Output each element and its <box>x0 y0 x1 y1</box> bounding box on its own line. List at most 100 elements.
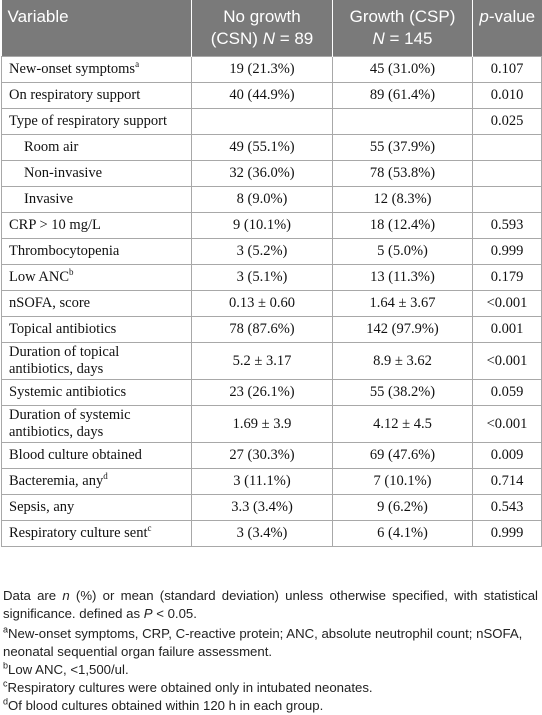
cell-variable: Bacteremia, anyd <box>1 468 192 495</box>
cell-growth: 55 (38.2%) <box>332 379 473 406</box>
header-p-value: p-value <box>472 0 542 57</box>
cell-p-value: 0.999 <box>472 238 542 265</box>
cell-variable: Type of respiratory support <box>1 108 192 135</box>
footnote-a: aNew-onset symptoms, CRP, C-reactive pro… <box>3 624 523 659</box>
table-row: Non-invasive 32 (36.0%) 78 (53.8%) <box>1 160 542 187</box>
cell-growth: 89 (61.4%) <box>332 82 473 109</box>
cell-no-growth: 23 (26.1%) <box>191 379 333 406</box>
cell-no-growth: 8 (9.0%) <box>191 186 333 213</box>
cell-no-growth: 40 (44.9%) <box>191 82 333 109</box>
cell-variable: Topical antibiotics <box>1 316 192 343</box>
cell-p-value <box>472 134 542 161</box>
cell-no-growth: 3 (3.4%) <box>191 520 333 547</box>
table-row: Low ANCb 3 (5.1%) 13 (11.3%) 0.179 <box>1 264 542 291</box>
cell-no-growth: 32 (36.0%) <box>191 160 333 187</box>
cell-growth: 13 (11.3%) <box>332 264 473 291</box>
cell-p-value <box>472 160 542 187</box>
cell-p-value: 0.107 <box>472 56 542 83</box>
table-row: nSOFA, score 0.13 ± 0.60 1.64 ± 3.67 <0.… <box>1 290 542 317</box>
cell-variable: Duration of topical antibiotics, days <box>1 342 192 380</box>
table-row: Room air 49 (55.1%) 55 (37.9%) <box>1 134 542 161</box>
table-row: Thrombocytopenia 3 (5.2%) 5 (5.0%) 0.999 <box>1 238 542 265</box>
cell-variable: Room air <box>1 134 192 161</box>
cell-no-growth: 9 (10.1%) <box>191 212 333 239</box>
cell-growth: 9 (6.2%) <box>332 494 473 521</box>
cell-growth: 5 (5.0%) <box>332 238 473 265</box>
cell-variable: Invasive <box>1 186 192 213</box>
results-table: Variable No growth (CSN) N = 89 Growth (… <box>1 0 542 547</box>
cell-no-growth: 3.3 (3.4%) <box>191 494 333 521</box>
cell-variable: CRP > 10 mg/L <box>1 212 192 239</box>
header-no-growth: No growth (CSN) N = 89 <box>191 0 333 57</box>
cell-growth: 45 (31.0%) <box>332 56 473 83</box>
cell-variable: Respiratory culture sentc <box>1 520 192 547</box>
cell-growth: 7 (10.1%) <box>332 468 473 495</box>
header-variable: Variable <box>1 0 192 57</box>
cell-p-value <box>472 186 542 213</box>
header-growth: Growth (CSP) N = 145 <box>332 0 473 57</box>
cell-p-value: 0.010 <box>472 82 542 109</box>
cell-growth: 55 (37.9%) <box>332 134 473 161</box>
cell-growth <box>332 108 473 135</box>
cell-variable: Blood culture obtained <box>1 442 192 469</box>
cell-p-value: 0.593 <box>472 212 542 239</box>
table-row: Systemic antibiotics 23 (26.1%) 55 (38.2… <box>1 379 542 406</box>
table-header-row: Variable No growth (CSN) N = 89 Growth (… <box>1 0 542 57</box>
cell-p-value: 0.009 <box>472 442 542 469</box>
cell-p-value: 0.001 <box>472 316 542 343</box>
cell-variable: Systemic antibiotics <box>1 379 192 406</box>
cell-no-growth: 49 (55.1%) <box>191 134 333 161</box>
cell-variable: Non-invasive <box>1 160 192 187</box>
cell-variable: Thrombocytopenia <box>1 238 192 265</box>
table-row: Bacteremia, anyd 3 (11.1%) 7 (10.1%) 0.7… <box>1 468 542 495</box>
table-row: Respiratory culture sentc 3 (3.4%) 6 (4.… <box>1 520 542 547</box>
table-row: Sepsis, any 3.3 (3.4%) 9 (6.2%) 0.543 <box>1 494 542 521</box>
cell-growth: 18 (12.4%) <box>332 212 473 239</box>
cell-p-value: 0.999 <box>472 520 542 547</box>
table-row: Duration of topical antibiotics, days 5.… <box>1 342 542 380</box>
cell-p-value: <0.001 <box>472 405 542 443</box>
table-row: On respiratory support 40 (44.9%) 89 (61… <box>1 82 542 109</box>
cell-growth: 142 (97.9%) <box>332 316 473 343</box>
table-row: CRP > 10 mg/L 9 (10.1%) 18 (12.4%) 0.593 <box>1 212 542 239</box>
cell-no-growth: 3 (11.1%) <box>191 468 333 495</box>
cell-growth: 69 (47.6%) <box>332 442 473 469</box>
cell-no-growth: 78 (87.6%) <box>191 316 333 343</box>
cell-growth: 12 (8.3%) <box>332 186 473 213</box>
cell-growth: 1.64 ± 3.67 <box>332 290 473 317</box>
table-row: New-onset symptomsa 19 (21.3%) 45 (31.0%… <box>1 56 542 83</box>
cell-variable: nSOFA, score <box>1 290 192 317</box>
cell-p-value: 0.025 <box>472 108 542 135</box>
cell-p-value: 0.543 <box>472 494 542 521</box>
footnote-main: Data are n (%) or mean (standard deviati… <box>3 588 538 621</box>
cell-no-growth: 1.69 ± 3.9 <box>191 405 333 443</box>
cell-variable: On respiratory support <box>1 82 192 109</box>
cell-variable: New-onset symptomsa <box>1 56 192 83</box>
cell-variable: Sepsis, any <box>1 494 192 521</box>
footnote-d: dOf blood cultures obtained within 120 h… <box>3 696 324 713</box>
table-footnotes: Data are n (%) or mean (standard deviati… <box>3 587 538 715</box>
cell-no-growth: 3 (5.2%) <box>191 238 333 265</box>
cell-no-growth: 19 (21.3%) <box>191 56 333 83</box>
table-row: Invasive 8 (9.0%) 12 (8.3%) <box>1 186 542 213</box>
cell-no-growth: 5.2 ± 3.17 <box>191 342 333 380</box>
cell-no-growth: 0.13 ± 0.60 <box>191 290 333 317</box>
cell-growth: 78 (53.8%) <box>332 160 473 187</box>
cell-p-value: 0.179 <box>472 264 542 291</box>
cell-p-value: 0.714 <box>472 468 542 495</box>
table-row: Type of respiratory support 0.025 <box>1 108 542 135</box>
cell-no-growth: 3 (5.1%) <box>191 264 333 291</box>
cell-p-value: 0.059 <box>472 379 542 406</box>
table-row: Duration of systemic antibiotics, days 1… <box>1 405 542 443</box>
cell-growth: 4.12 ± 4.5 <box>332 405 473 443</box>
footnote-c: cRespiratory cultures were obtained only… <box>3 678 373 695</box>
cell-p-value: <0.001 <box>472 290 542 317</box>
cell-growth: 8.9 ± 3.62 <box>332 342 473 380</box>
cell-p-value: <0.001 <box>472 342 542 380</box>
cell-no-growth <box>191 108 333 135</box>
cell-growth: 6 (4.1%) <box>332 520 473 547</box>
table-row: Topical antibiotics 78 (87.6%) 142 (97.9… <box>1 316 542 343</box>
cell-no-growth: 27 (30.3%) <box>191 442 333 469</box>
cell-variable: Low ANCb <box>1 264 192 291</box>
